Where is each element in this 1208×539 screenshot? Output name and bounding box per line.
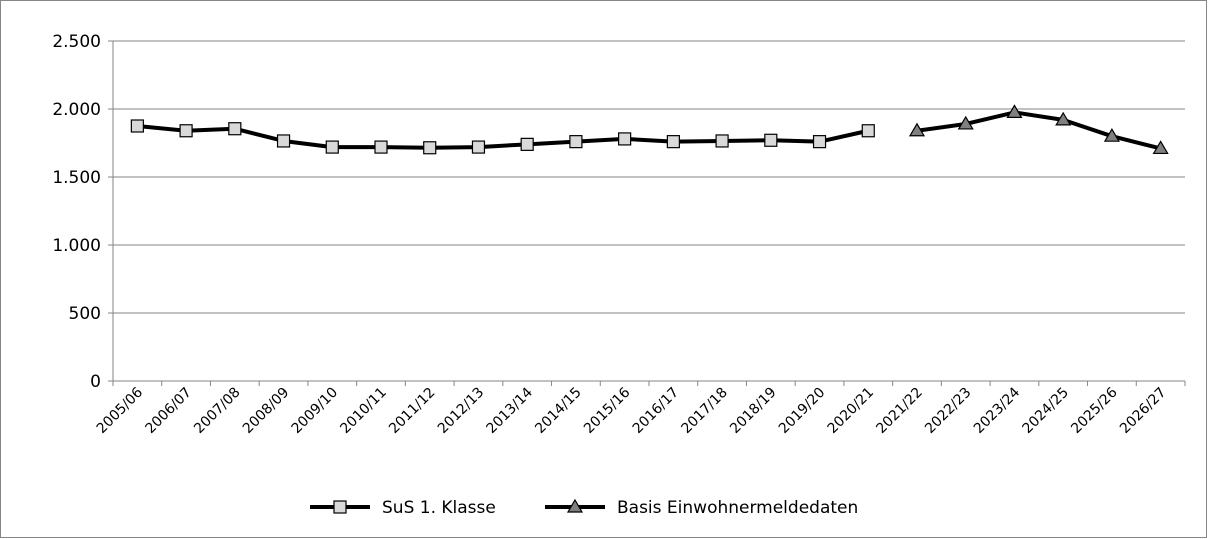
legend-marker <box>333 500 347 514</box>
marker <box>325 140 339 154</box>
series-line <box>916 110 1162 151</box>
marker <box>666 135 680 149</box>
marker <box>957 115 974 130</box>
legend-label: Basis Einwohnermeldedaten <box>617 498 858 518</box>
y-tick-label: 0 <box>90 372 101 392</box>
marker <box>618 132 632 146</box>
marker <box>228 122 242 136</box>
marker <box>130 119 144 133</box>
legend-label: SuS 1. Klasse <box>382 498 496 518</box>
marker <box>812 135 827 149</box>
marker <box>715 134 729 148</box>
marker <box>1152 140 1169 155</box>
marker <box>861 124 875 138</box>
marker <box>374 140 388 154</box>
y-tick-label: 1.000 <box>52 236 101 256</box>
marker <box>179 124 193 138</box>
marker <box>276 134 291 148</box>
marker <box>1055 111 1072 126</box>
y-tick-label: 2.500 <box>52 32 101 52</box>
y-tick-label: 1.500 <box>52 168 101 188</box>
marker <box>569 135 583 149</box>
marker <box>764 133 778 147</box>
y-tick-label: 500 <box>69 304 101 324</box>
series-line <box>137 124 869 150</box>
marker <box>908 122 926 137</box>
marker <box>520 137 534 151</box>
marker <box>423 141 437 155</box>
y-tick-label: 2.000 <box>52 100 101 120</box>
legend-marker <box>566 498 584 513</box>
marker <box>471 140 486 154</box>
marker <box>1006 104 1023 118</box>
marker <box>1103 128 1120 142</box>
